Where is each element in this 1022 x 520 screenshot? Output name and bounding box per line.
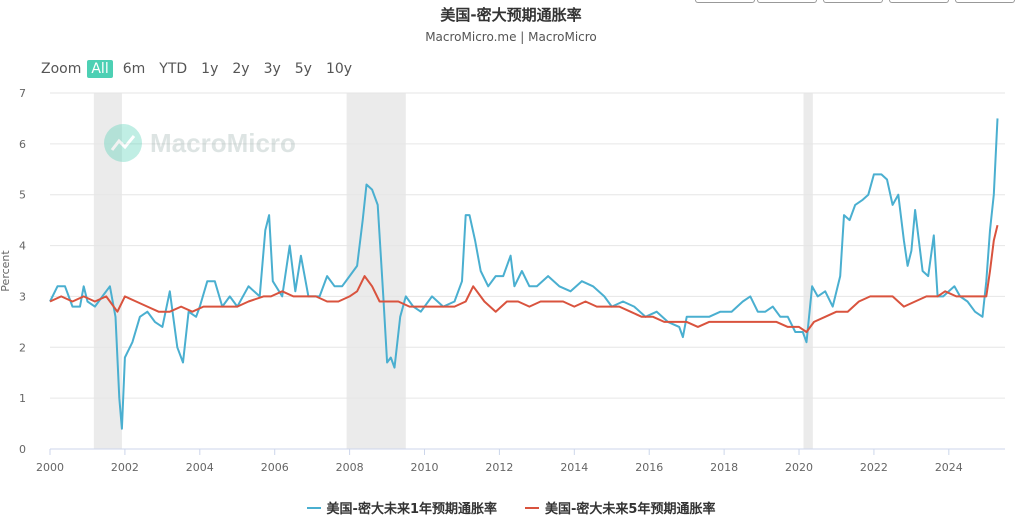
y-axis-label: Percent (0, 250, 12, 292)
x-tick-label: 2000 (36, 461, 64, 474)
y-tick-label: 5 (19, 189, 26, 202)
legend-swatch-1y (306, 506, 321, 509)
x-tick-label: 2016 (635, 461, 663, 474)
y-tick-label: 6 (19, 138, 26, 151)
legend-item-5y[interactable]: 美国-密大未来5年预期通胀率 (525, 498, 715, 517)
top-button[interactable] (695, 0, 755, 3)
series-line-1 (49, 118, 999, 430)
legend: 美国-密大未来1年预期通胀率 美国-密大未来5年预期通胀率 (0, 498, 1022, 517)
legend-item-1y[interactable]: 美国-密大未来1年预期通胀率 (306, 498, 497, 517)
top-button[interactable] (889, 0, 949, 3)
x-tick-label: 2020 (785, 461, 813, 474)
zoom-ytd-button[interactable]: YTD (159, 61, 188, 77)
y-tick-label: 2 (19, 341, 26, 354)
x-axis-ticks: 2000 2002 2004 2006 2008 2010 2012 2014 2016 2018… (36, 449, 963, 474)
zoom-all-button[interactable]: All (87, 60, 113, 78)
watermark-text: MacroMicro (150, 128, 296, 158)
zoom-1y-button[interactable]: 1y (201, 61, 219, 77)
y-tick-label: 3 (19, 290, 26, 303)
x-tick-label: 2014 (560, 461, 588, 474)
x-tick-label: 2010 (411, 461, 439, 474)
y-tick-label: 4 (19, 240, 26, 253)
x-tick-label: 2004 (186, 461, 214, 474)
watermark-logo-mark (110, 135, 136, 151)
zoom-label: Zoom (41, 61, 82, 77)
grid-lines (50, 92, 1005, 399)
x-tick-label: 2022 (860, 461, 888, 474)
y-tick-label: 7 (19, 87, 26, 100)
x-tick-label: 2006 (261, 461, 289, 474)
y-axis-ticks: 0 1 2 3 4 5 6 7 (19, 87, 26, 456)
legend-label-5y: 美国-密大未来5年预期通胀率 (545, 502, 716, 517)
top-button[interactable] (757, 0, 817, 3)
x-tick-label: 2012 (485, 461, 513, 474)
y-tick-label: 1 (19, 392, 26, 405)
series-line-2 (49, 224, 999, 333)
watermark-logo-icon (104, 124, 142, 162)
zoom-5y-button[interactable]: 5y (294, 61, 312, 77)
legend-swatch-5y (525, 506, 539, 509)
zoom-3y-button[interactable]: 3y (263, 61, 281, 77)
x-tick-label: 2002 (111, 461, 139, 474)
chart-title: 美国-密大预期通胀率 (440, 6, 582, 24)
zoom-bar: Zoom All 6m YTD 1y 2y 3y 5y 10y (41, 60, 362, 78)
top-button[interactable] (955, 0, 1015, 3)
watermark: MacroMicro (104, 124, 296, 162)
recession-band (93, 93, 122, 449)
x-tick-label: 2018 (710, 461, 738, 474)
recession-bands (93, 93, 813, 449)
zoom-10y-button[interactable]: 10y (325, 61, 353, 77)
chart-subtitle: MacroMicro.me | MacroMicro (425, 30, 597, 44)
series-lines (49, 118, 999, 430)
x-tick-label: 2008 (336, 461, 364, 474)
recession-band (346, 93, 406, 449)
recession-band (803, 93, 813, 449)
legend-label-1y: 美国-密大未来1年预期通胀率 (326, 502, 497, 517)
zoom-2y-button[interactable]: 2y (232, 61, 250, 77)
x-tick-label: 2024 (935, 461, 963, 474)
zoom-6m-button[interactable]: 6m (122, 61, 146, 77)
y-tick-label: 0 (19, 443, 26, 456)
top-button[interactable] (823, 0, 883, 3)
